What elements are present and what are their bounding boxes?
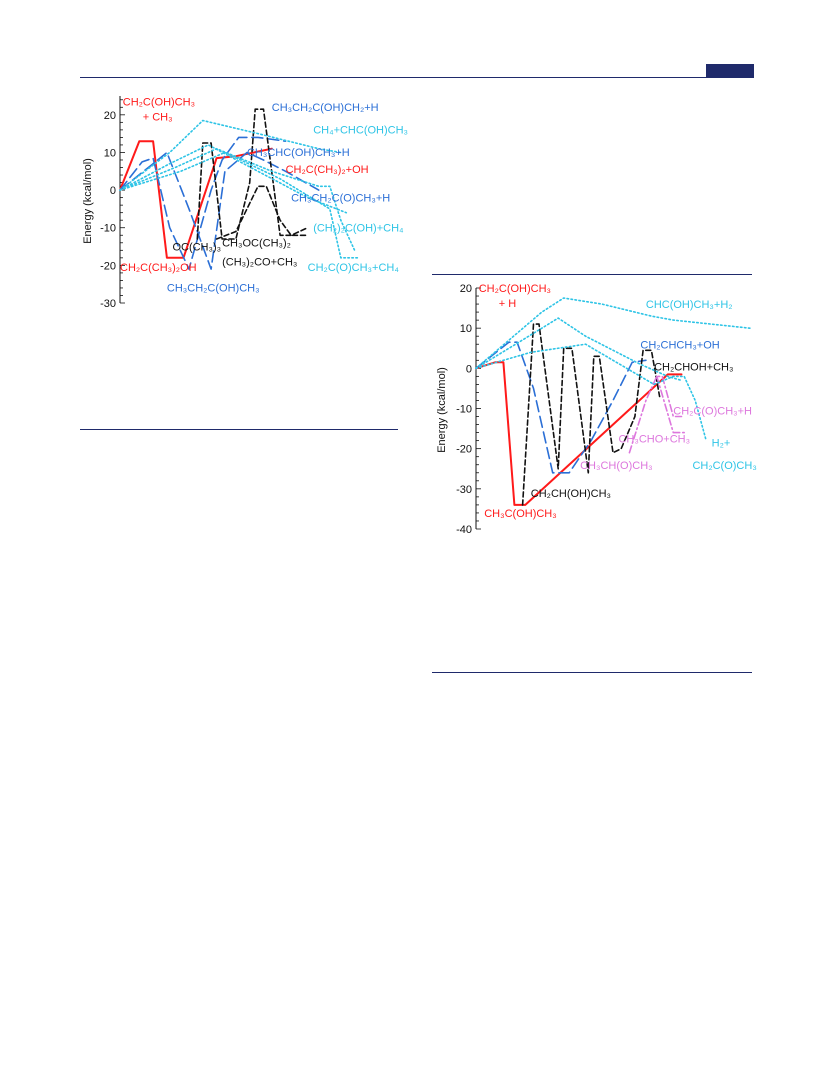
series-cyan-dot-line [119,147,356,252]
species-label: CH₃CH₂C(O)CH₃+H [291,192,390,204]
species-label: CH₃CH₂C(OH)CH₃ [167,283,260,295]
y-tick-label: 10 [104,147,116,159]
species-label: CH₄+CHC(OH)CH₃ [313,125,408,137]
species-label: CH₃CHC(OH)CH₃+H [247,147,350,159]
species-label: CH₂C(O)CH₃+H [673,406,752,418]
species-label: CH₃OC(CH₃)₂ [222,238,291,250]
y-axis-label: Energy (kcal/mol) [82,158,94,244]
y-tick-label: -10 [456,404,472,416]
y-tick-label: 0 [466,363,472,375]
y-tick-label: -30 [456,484,472,496]
energy-diagram-left: 20 10 0 -10 -20 -30 CH₂C(OH)CH₃ + CH₃ CH₂C(CH₃)₂… [82,96,408,310]
series-cyan-dot-line [475,317,683,382]
series-blue-longdash-line [119,151,320,270]
series-cyan-dot-line [475,297,751,370]
species-label: CH₃CH₂C(OH)CH₂+H [272,102,379,114]
species-label: (CH₂)₂C(OH)+CH₄ [313,222,404,234]
species-label: CH₃C(OH)CH₃ [484,508,557,520]
species-label: CH₃CHO+CH₃ [618,434,690,446]
y-tick-label: 10 [460,323,472,335]
header-tab [706,64,754,77]
species-label: CH₂C(O)CH₃+CH₄ [308,262,400,274]
species-label: H₂+ [712,438,731,450]
species-label: OC(CH₃)₃ [172,241,221,253]
series-magenta-dashdot-line [628,375,683,454]
y-tick-label: 20 [104,110,116,122]
energy-diagram-right: 20 10 0 -10 -20 -30 -40 CH₂C(OH)CH₃ + H CH₃C(OH)C… [436,283,757,536]
species-label: CH₂C(OH)CH₃ [479,283,551,295]
y-tick-label: -30 [100,298,116,310]
species-label: CH₂CHOH+CH₃ [654,361,733,373]
species-label: CH₂CH(OH)CH₃ [531,488,611,500]
series-blue-longdash-line [475,341,647,474]
y-tick-label: -10 [100,223,116,235]
right-column-rule-bottom [432,672,752,673]
species-label: CH₂C(CH₃)₂OH [120,262,197,274]
species-label-line2: + CH₃ [143,111,173,123]
y-tick-label: 0 [110,185,116,197]
species-label: CH₂CHCH₃+OH [640,339,719,351]
species-label: CH₂C(CH₃)₂+OH [286,164,369,176]
series-cyan-dot-line [475,343,708,442]
y-tick-label: -20 [100,260,116,272]
y-tick-label: -20 [456,444,472,456]
series-cyan-dot-line [119,144,348,214]
series-blue-longdash-line [119,136,287,270]
species-label: CHC(OH)CH₃+H₂ [646,299,733,311]
species-label: (CH₃)₂CO+CH₃ [222,256,297,268]
series-cyan-dot-line [119,119,342,191]
plot-area: 20 10 0 -10 -20 -30 -40 CH₂C(OH)CH₃ + H CH₃C(OH)C… [456,283,757,536]
series-black-dash-line [196,108,309,240]
species-label: CH₂C(OH)CH₃ [123,96,195,108]
series-magenta-dashdot-line [656,375,685,434]
series-cyan-dot-line [119,151,359,259]
series-black-dash-line [215,185,309,240]
y-tick-label: -40 [456,524,472,536]
left-column-rule [80,429,398,430]
y-axis-label: Energy (kcal/mol) [436,367,448,453]
species-label-line2: + H [499,298,516,310]
right-column-rule-top [432,274,752,275]
series-black-dash-line [521,323,661,506]
species-label: CH₂C(O)CH₃ [692,460,756,472]
plot-area: 20 10 0 -10 -20 -30 CH₂C(OH)CH₃ + CH₃ CH₂C(CH₃)₂… [100,96,408,310]
species-label: CH₃CH(O)CH₃ [580,460,653,472]
y-tick-label: 20 [460,283,472,295]
header-rule [80,77,754,78]
